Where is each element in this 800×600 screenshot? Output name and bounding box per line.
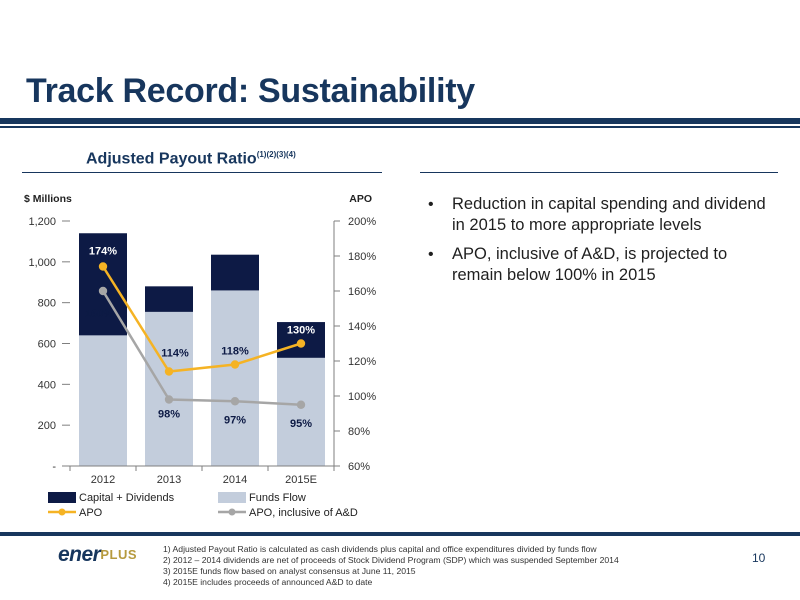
point-apo xyxy=(230,360,240,369)
data-label-apo: 114% xyxy=(161,348,189,360)
y2-tick-label: 200% xyxy=(348,216,376,228)
line-apo xyxy=(101,265,302,373)
chart-title-footnote-ref: (1)(2)(3)(4) xyxy=(256,150,296,159)
y-tick-label: 400 xyxy=(38,379,56,391)
title-rule-thin xyxy=(0,126,800,128)
y2-tick-label: 60% xyxy=(348,461,370,473)
data-label-apo-ad: 95% xyxy=(290,418,312,430)
y-tick-label: 600 xyxy=(38,339,56,351)
bar-funds-flow xyxy=(211,290,259,466)
footnote: 4) 2015E includes proceeds of announced … xyxy=(163,577,373,587)
footnote: 1) Adjusted Payout Ratio is calculated a… xyxy=(163,544,597,554)
legend-marker-apo-ad xyxy=(228,508,236,516)
data-label-apo: 130% xyxy=(287,325,315,337)
chart-title: Adjusted Payout Ratio(1)(2)(3)(4) xyxy=(86,150,296,168)
legend-label-capital-dividends: Capital + Dividends xyxy=(79,492,175,504)
bullet-item: • Reduction in capital spending and divid… xyxy=(424,194,774,236)
title-rule xyxy=(0,118,800,124)
y-tick-label: 800 xyxy=(38,298,56,310)
footnote: 3) 2015E funds flow based on analyst con… xyxy=(163,566,416,576)
series-lines xyxy=(101,265,302,406)
data-label-apo: 118% xyxy=(221,346,249,358)
y-tick-label: 1,000 xyxy=(28,257,56,269)
data-label-apo: 174% xyxy=(89,246,117,258)
point-apo xyxy=(296,339,306,348)
y-axis-ticks: - 200 400 600 800 1,000 1,200 xyxy=(28,216,70,473)
y2-tick-label: 80% xyxy=(348,426,370,438)
legend-label-funds-flow: Funds Flow xyxy=(249,492,306,504)
bullet-dot: • xyxy=(428,196,434,213)
legend-label-apo-ad: APO, inclusive of A&D xyxy=(249,507,358,519)
chart-title-text: Adjusted Payout Ratio xyxy=(86,150,257,168)
legend-swatch-capital-dividends xyxy=(48,492,76,503)
data-label-apo-ad: 98% xyxy=(158,409,180,421)
y-tick-label: - xyxy=(52,461,56,473)
legend-marker-apo xyxy=(58,508,66,516)
y-tick-label: 200 xyxy=(38,420,56,432)
chart-legend: Capital + Dividends Funds Flow APO APO, inc… xyxy=(48,492,358,519)
bar-funds-flow xyxy=(145,311,193,466)
bullet-text: APO, inclusive of A&D, is projected to r… xyxy=(452,245,728,284)
y2-tick-label: 100% xyxy=(348,391,376,403)
series-points xyxy=(98,262,306,409)
y2-axis-title: APO xyxy=(349,193,372,205)
y-axis-title: $ Millions xyxy=(24,193,72,205)
x-tick-label: 2013 xyxy=(157,474,181,486)
y2-tick-label: 120% xyxy=(348,356,376,368)
logo-text-ener: ener xyxy=(58,543,101,566)
footnotes: 1) Adjusted Payout Ratio is calculated a… xyxy=(163,544,723,588)
enerplus-logo: enerPLUS xyxy=(58,543,137,567)
footer-rule xyxy=(0,532,800,536)
bar-funds-flow xyxy=(79,335,127,466)
chart-title-rule xyxy=(22,172,382,173)
point-apo-ad xyxy=(164,395,174,404)
page-number: 10 xyxy=(752,551,766,565)
data-label-apo-ad: 160% xyxy=(85,308,113,320)
point-apo xyxy=(98,262,108,271)
page-title: Track Record: Sustainability xyxy=(26,72,475,110)
bars xyxy=(79,233,325,466)
footnote: 2) 2012 – 2014 dividends are net of proc… xyxy=(163,555,619,565)
bullet-list: • Reduction in capital spending and divid… xyxy=(424,194,774,294)
point-apo xyxy=(164,367,174,376)
bar-funds-flow xyxy=(277,357,325,466)
logo-text-plus: PLUS xyxy=(100,547,138,562)
x-tick-label: 2014 xyxy=(223,474,247,486)
legend-swatch-funds-flow xyxy=(218,492,246,503)
legend-label-apo: APO xyxy=(79,507,103,519)
line-apo-ad xyxy=(101,290,302,406)
bullet-item: • APO, inclusive of A&D, is projected to … xyxy=(424,244,774,286)
point-apo-ad xyxy=(230,397,240,406)
x-axis-ticks: 2012 2013 2014 2015E xyxy=(69,466,335,486)
point-apo-ad xyxy=(296,400,306,409)
bullet-panel-rule xyxy=(420,172,778,173)
y2-tick-label: 160% xyxy=(348,286,376,298)
data-label-apo-ad: 97% xyxy=(224,414,246,426)
y2-tick-label: 140% xyxy=(348,321,376,333)
y-tick-label: 1,200 xyxy=(28,216,56,228)
bullet-dot: • xyxy=(428,246,434,263)
payout-ratio-chart: $ Millions APO - 200 400 600 800 1,000 1,200 6… xyxy=(24,193,376,519)
point-apo-ad xyxy=(98,286,108,296)
x-tick-label: 2012 xyxy=(91,474,115,486)
x-tick-label: 2015E xyxy=(285,474,317,486)
data-labels: 174% 114% 118% 130% 160% 98% 97% 95% xyxy=(85,246,315,430)
y2-axis-ticks: 60% 80% 100% 120% 140% 160% 180% 200% xyxy=(334,216,376,473)
y2-tick-label: 180% xyxy=(348,251,376,263)
bullet-text: Reduction in capital spending and divide… xyxy=(452,195,766,234)
